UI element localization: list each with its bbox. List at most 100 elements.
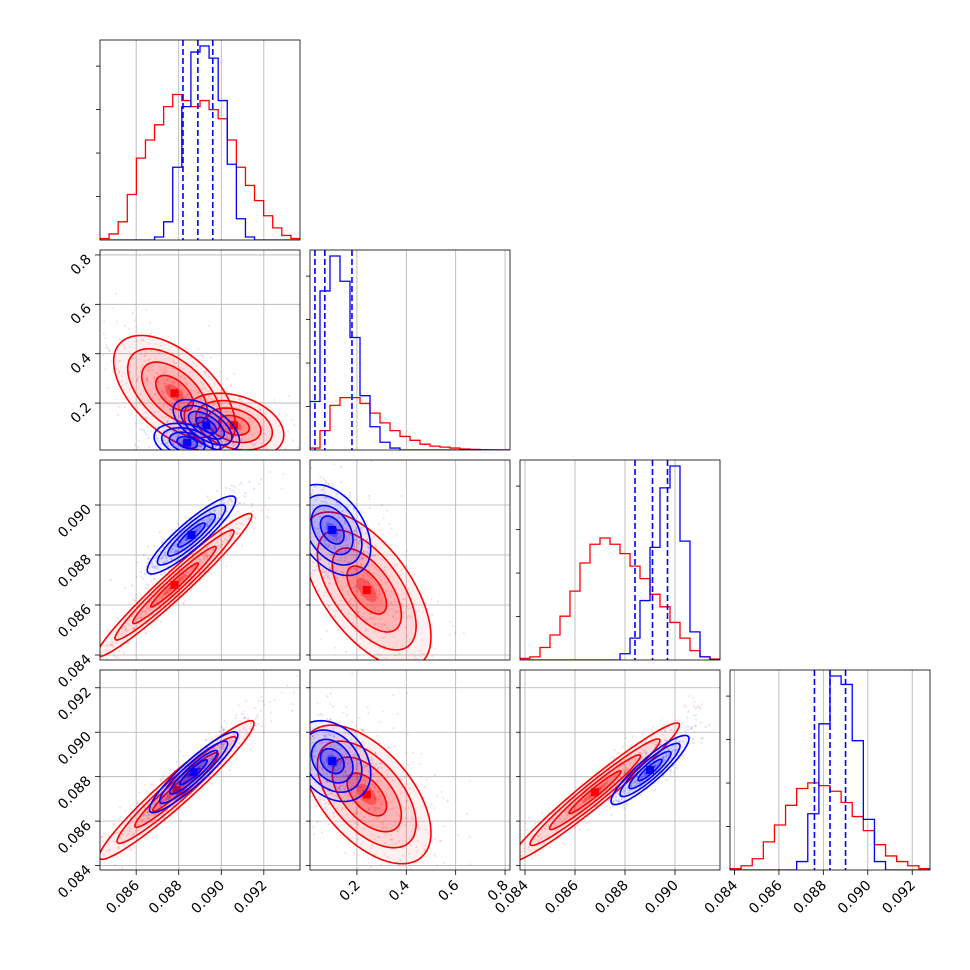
blue-contour: [148, 730, 239, 814]
blue-contour: [310, 483, 372, 577]
x-tick-label: 0.090: [188, 878, 228, 918]
blue-peak-marker: [202, 421, 211, 430]
panel-frame: [309, 669, 511, 871]
panel-frame: [729, 669, 931, 871]
x-axis-1: 0.2 0.4 0.6 0.8: [337, 870, 512, 905]
blue-contour: [628, 750, 672, 790]
blue-contour: [158, 740, 229, 805]
scatter-panel-1-3: [309, 669, 511, 871]
x-tick-label: 0.086: [746, 877, 786, 917]
histogram-panel-1: [306, 249, 511, 451]
blue-contour: [310, 719, 372, 803]
scatter-panel-0-2: [99, 459, 301, 661]
x-tick-label: 0.090: [642, 878, 682, 918]
blue-contour: [146, 495, 237, 575]
x-tick-label: 0.090: [835, 878, 875, 918]
blue-contour: [195, 416, 218, 434]
inner-ticks: [306, 504, 310, 656]
red-peak-marker: [172, 786, 181, 794]
y-tick-label: 0.6: [68, 301, 95, 328]
blue-peak-marker: [189, 768, 198, 777]
red-peak-marker: [170, 581, 179, 589]
blue-contour: [166, 513, 217, 557]
blue-peak-marker: [328, 757, 337, 766]
red-peak-marker: [230, 421, 239, 430]
red-contour: [346, 772, 388, 817]
blue-contour: [172, 398, 241, 450]
scatter-panel-1-2: [309, 459, 511, 661]
x-tick-label: 0.4: [386, 877, 413, 904]
x-tick-label: 0.6: [435, 877, 462, 904]
red-contour: [346, 565, 388, 615]
hist-blue-series: [310, 255, 510, 450]
red-contour: [310, 511, 432, 660]
red-contour: [529, 738, 661, 847]
blue-samples: [578, 705, 711, 831]
blue-contour: [180, 404, 233, 446]
y-tick-label: 0.8: [68, 251, 95, 278]
y-tick-label: 0.090: [55, 729, 95, 769]
blue-density: [310, 720, 371, 802]
panel-frame: [99, 459, 301, 661]
x-tick-label: 0.088: [146, 878, 186, 918]
blue-contour: [179, 759, 208, 786]
histogram-panel-2: [516, 459, 721, 661]
x-axis-3: 0.084 0.086 0.088 0.090 0.092: [702, 870, 919, 917]
red-contour: [152, 767, 202, 813]
panel-frame: [309, 249, 511, 451]
red-contour: [114, 529, 235, 641]
y-tick-label: 0.4: [68, 350, 95, 377]
y-axis-1: 0.2 0.4 0.6 0.8: [68, 251, 100, 427]
hist-blue-series: [730, 675, 930, 870]
red-contour: [206, 407, 262, 444]
scatter-panel-0-3: [99, 669, 301, 871]
inner-ticks: [306, 687, 310, 866]
blue-contour: [637, 758, 663, 782]
x-tick-label: 0.088: [790, 878, 830, 918]
x-tick-label: 0.2: [337, 878, 364, 905]
blue-contour: [310, 738, 354, 784]
blue-contour: [610, 734, 690, 806]
y-tick-label: 0.086: [55, 601, 95, 641]
scatter-panel-2-3: [519, 669, 721, 871]
y-tick-label: 0.090: [55, 502, 95, 542]
red-contour: [100, 512, 253, 658]
blue-contour: [319, 747, 345, 775]
x-tick-label: 0.086: [103, 877, 143, 917]
panel-frame: [519, 669, 721, 871]
y-tick-label: 0.088: [55, 773, 95, 813]
x-axis-2: 0.084 0.086 0.088 0.090: [492, 870, 682, 917]
y-tick-label: 0.092: [55, 684, 95, 724]
red-contour: [568, 770, 622, 815]
red-contour: [331, 756, 403, 833]
blue-peak-marker: [187, 531, 196, 539]
x-tick-label: 0.092: [879, 878, 919, 918]
y-tick-label: 0.088: [55, 552, 95, 592]
y-tick-label: 0.084: [55, 862, 95, 902]
red-contour: [155, 374, 194, 412]
blue-peak-marker: [646, 766, 654, 774]
blue-contour: [187, 410, 226, 440]
panel-frame: [519, 459, 721, 661]
red-contour: [100, 719, 255, 861]
hist-red-series: [310, 396, 510, 450]
red-peak-marker: [170, 389, 179, 398]
blue-contour: [619, 742, 681, 798]
x-axis-0: 0.086 0.088 0.090 0.092: [103, 870, 271, 918]
hist-red-series: [100, 93, 300, 240]
blue-contour: [319, 515, 345, 545]
histogram-panel-0: [96, 39, 301, 241]
blue-contour: [310, 494, 363, 566]
x-tick-label: 0.092: [231, 878, 271, 918]
red-contour: [310, 724, 432, 865]
scatter-panel-0-1: [99, 249, 301, 451]
blue-contour: [168, 749, 219, 795]
red-contour: [316, 529, 418, 651]
red-contour: [520, 722, 681, 861]
x-tick-label: 0.086: [542, 877, 582, 917]
histogram-panel-3: [726, 669, 931, 871]
panel-frame: [99, 669, 301, 871]
blue-peak-marker: [183, 438, 192, 447]
